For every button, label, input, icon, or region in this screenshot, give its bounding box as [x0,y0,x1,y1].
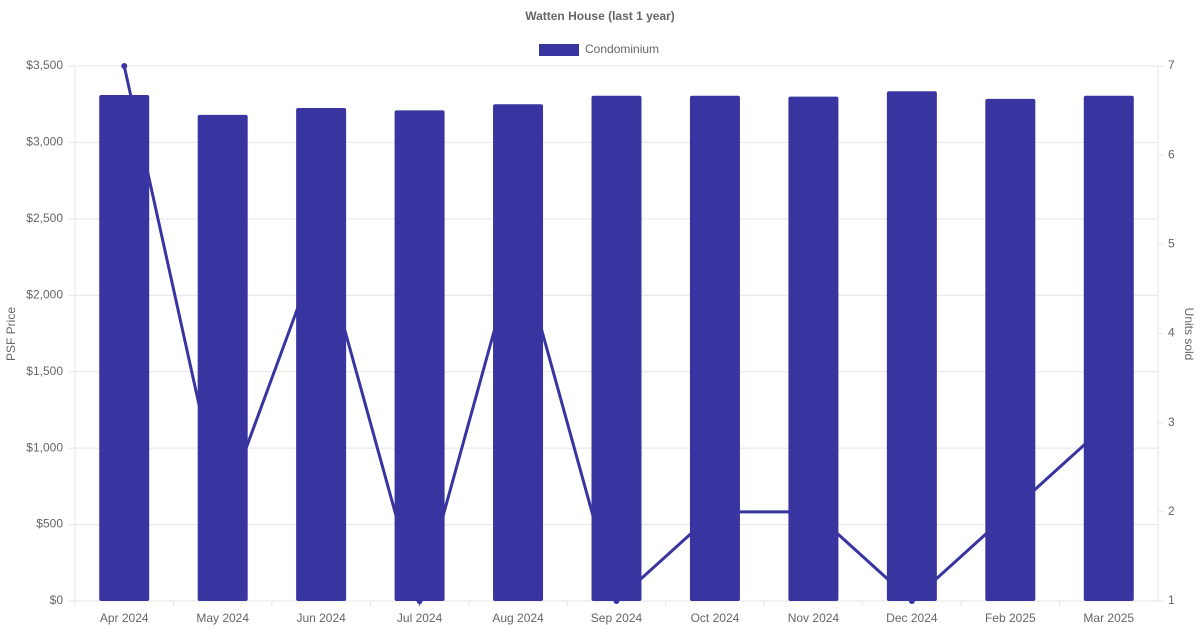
x-tick-label: Jun 2024 [296,611,346,625]
y2-tick-label: 5 [1168,237,1175,251]
y-tick-label: $500 [36,517,63,531]
bar [296,108,347,602]
bar [1083,95,1134,602]
y2-tick-label: 2 [1168,504,1175,518]
bar [99,95,150,602]
y-tick-label: $3,500 [26,58,63,72]
point [1007,508,1014,515]
point [515,241,522,248]
x-tick-label: Dec 2024 [886,611,938,625]
point [908,598,915,604]
point [318,241,325,248]
x-tick-label: Jul 2024 [397,611,443,625]
point [1105,419,1112,426]
y-tick-label: $1,000 [26,440,63,454]
y2-tick-label: 3 [1168,415,1175,429]
y-tick-label: $3,000 [26,135,63,149]
chart-title: Watten House (last 1 year) [525,9,675,23]
bar [886,91,937,601]
y-axis-title: PSF Price [4,307,18,361]
x-tick-label: May 2024 [196,611,249,625]
y2-axis-title: Units sold [1182,308,1196,361]
y-tick-label: $2,000 [26,287,63,301]
x-tick-label: Sep 2024 [591,611,643,625]
bar [197,114,248,602]
point [121,63,128,69]
x-tick-label: Nov 2024 [788,611,840,625]
y2-tick-label: 4 [1168,326,1175,340]
x-tick-label: Feb 2025 [985,611,1036,625]
y2-tick-label: 7 [1168,58,1175,72]
bar [788,96,839,602]
legend-label: Condominium [585,42,659,56]
y2-tick-label: 6 [1168,147,1175,161]
point [219,508,226,515]
point [711,508,718,515]
y2-tick-label: 1 [1168,593,1175,607]
legend-swatch [539,44,579,56]
bar [493,104,544,601]
x-tick-label: Oct 2024 [691,611,740,625]
bar [689,95,740,602]
bar [394,110,445,601]
y-tick-label: $0 [50,593,64,607]
bar [591,95,642,602]
bar [985,98,1036,601]
point [416,598,423,604]
x-tick-label: Mar 2025 [1083,611,1134,625]
point [810,508,817,515]
point [613,598,620,604]
x-tick-label: Aug 2024 [492,611,544,625]
x-tick-label: Apr 2024 [100,611,149,625]
y-tick-label: $2,500 [26,211,63,225]
y-tick-label: $1,500 [26,364,63,378]
